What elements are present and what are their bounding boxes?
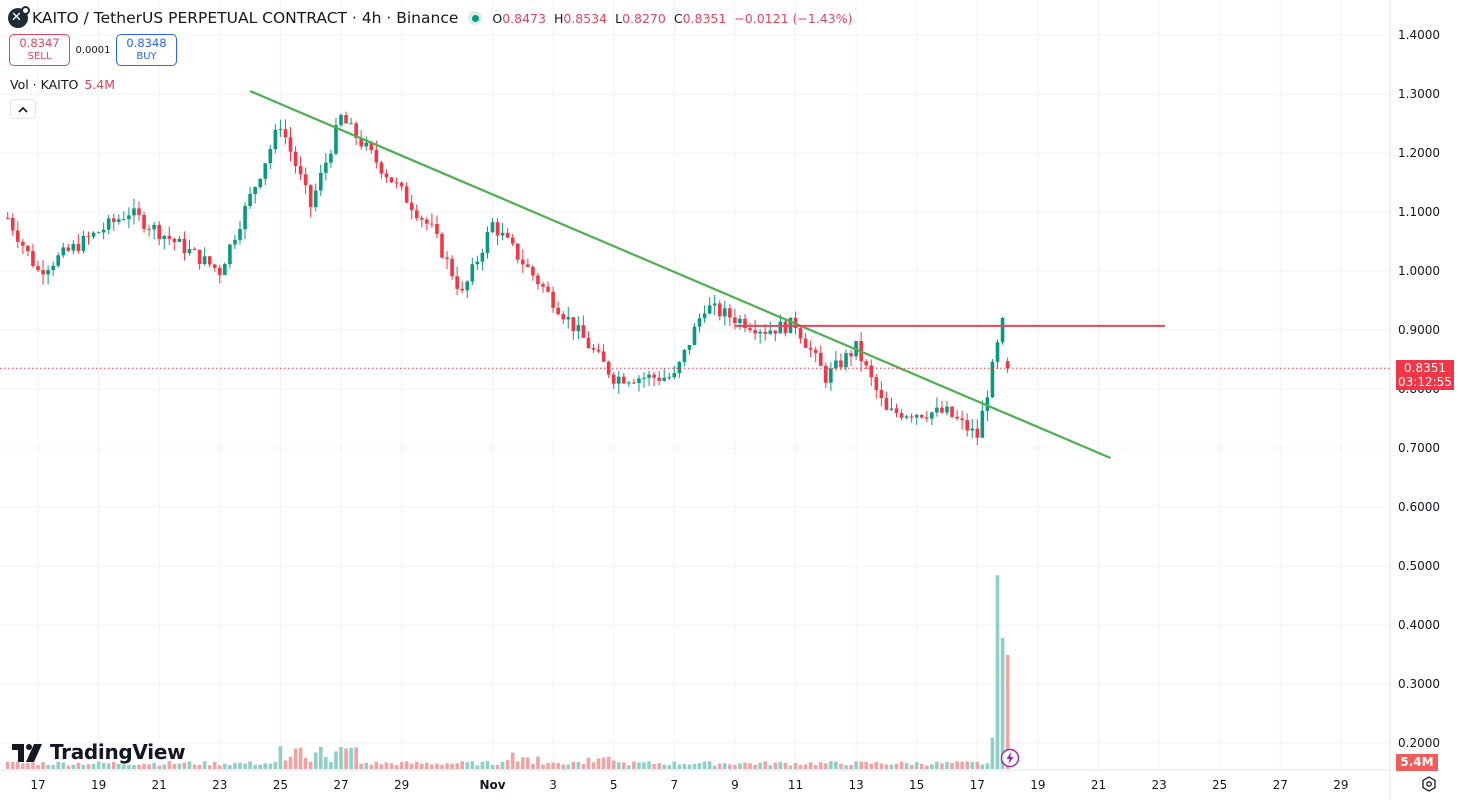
buy-price: 0.8348: [126, 36, 167, 50]
time-tick: 17: [30, 778, 46, 792]
time-tick: 17: [969, 778, 985, 792]
time-tick: 9: [731, 778, 739, 792]
chevron-up-icon: [18, 103, 28, 116]
price-tick: 0.4000: [1398, 618, 1440, 632]
open-value: 0.8473: [502, 10, 546, 26]
volume-value: 5.4M: [84, 77, 115, 92]
price-tick: 1.3000: [1398, 87, 1440, 101]
low-value: 0.8270: [622, 10, 666, 26]
current-price-tag: 0.8351 03:12:55: [1396, 360, 1454, 391]
price-tick: 1.2000: [1398, 146, 1440, 160]
time-tick: 3: [549, 778, 557, 792]
time-tick: 27: [333, 778, 349, 792]
trade-panel: 0.8347 SELL 0.0001 0.8348 BUY: [9, 34, 177, 66]
price-tick: 1.4000: [1398, 28, 1440, 42]
buy-button[interactable]: 0.8348 BUY: [116, 34, 177, 66]
price-tick: 1.0000: [1398, 264, 1440, 278]
volume-tag: 5.4M: [1396, 754, 1438, 771]
price-tick: 0.7000: [1398, 441, 1440, 455]
close-value: 0.8351: [682, 10, 727, 26]
kaito-logo-icon: [8, 6, 30, 28]
buy-label: BUY: [136, 51, 157, 62]
tradingview-logo[interactable]: TradingView: [12, 740, 186, 764]
time-tick: 25: [272, 778, 289, 792]
time-tick: Nov: [479, 778, 506, 792]
symbol-title[interactable]: KAITO / TetherUS PERPETUAL CONTRACT · 4h…: [32, 9, 459, 27]
bar-countdown: 03:12:55: [1398, 375, 1452, 390]
time-tick: 19: [1030, 778, 1046, 792]
logo-text: TradingView: [50, 740, 186, 764]
price-tick: 0.2000: [1398, 736, 1440, 750]
time-tick: 29: [393, 778, 410, 792]
sell-price: 0.8347: [19, 36, 60, 50]
price-tick: 1.1000: [1398, 205, 1440, 219]
time-tick: 7: [670, 778, 679, 792]
time-tick: 25: [1212, 778, 1228, 792]
time-tick: 19: [90, 778, 107, 792]
time-tick: 21: [151, 778, 167, 792]
time-tick: 15: [909, 778, 925, 792]
ohlc-values: O0.8473 H0.8534 L0.8270 C0.8351 −0.0121 …: [492, 10, 853, 26]
sell-label: SELL: [27, 51, 52, 62]
chart-header: KAITO / TetherUS PERPETUAL CONTRACT · 4h…: [8, 6, 852, 30]
time-tick: 21: [1090, 778, 1107, 792]
sell-button[interactable]: 0.8347 SELL: [9, 34, 70, 66]
time-tick: 5: [609, 778, 618, 792]
price-tick: 0.6000: [1398, 500, 1440, 514]
settings-icon[interactable]: [1421, 776, 1437, 792]
tradingview-logo-icon: [12, 743, 44, 762]
price-tick: 0.5000: [1398, 559, 1440, 573]
current-price: 0.8351: [1404, 361, 1446, 376]
high-value: 0.8534: [563, 10, 608, 26]
change-value: −0.0121 (−1.43%): [734, 10, 853, 26]
time-tick: 13: [848, 778, 864, 792]
time-tick: 27: [1272, 778, 1288, 792]
volume-legend[interactable]: Vol · KAITO 5.4M: [10, 77, 115, 92]
price-tick: 0.3000: [1398, 677, 1440, 691]
price-tick: 0.9000: [1398, 323, 1440, 337]
spread-value: 0.0001: [75, 44, 111, 56]
time-tick: 11: [787, 778, 804, 792]
market-open-dot-icon: [468, 11, 483, 25]
volume-label: Vol · KAITO: [10, 77, 79, 92]
time-tick: 23: [1151, 778, 1167, 792]
collapse-legend-button[interactable]: [10, 99, 36, 119]
time-tick: 23: [212, 778, 228, 792]
time-tick: 29: [1333, 778, 1349, 792]
lightning-event-icon[interactable]: [1000, 748, 1020, 768]
